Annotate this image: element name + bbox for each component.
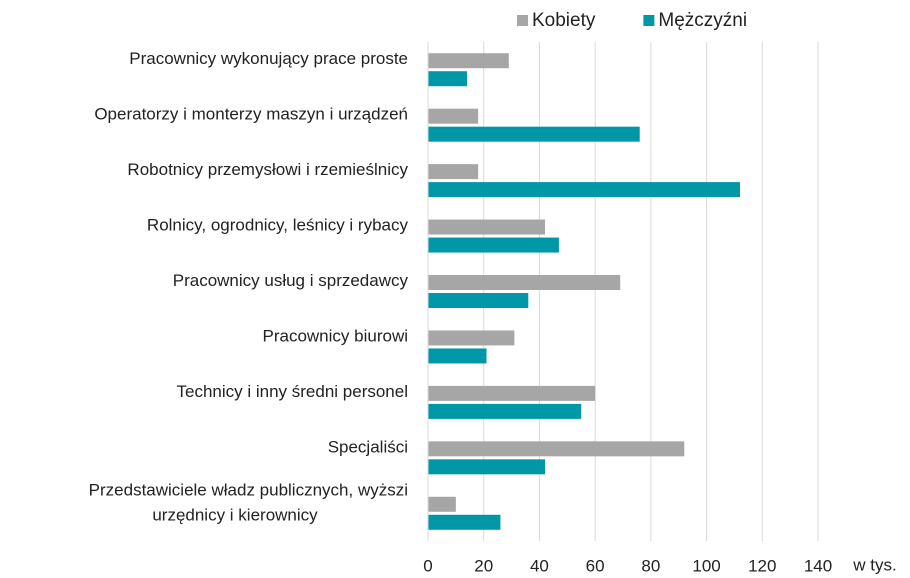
x-tick-label: 0 xyxy=(423,556,432,575)
legend-swatch xyxy=(643,15,655,26)
y-tick-label: Specjaliści xyxy=(328,437,408,456)
x-tick-label: 120 xyxy=(748,556,776,575)
y-tick-label: Robotnicy przemysłowi i rzemieślnicy xyxy=(127,160,408,179)
bar xyxy=(428,164,479,180)
x-tick-label: 100 xyxy=(692,556,720,575)
bar xyxy=(428,459,545,475)
bar xyxy=(428,53,509,69)
y-tick-label: Pracownicy usług i sprzedawcy xyxy=(173,271,409,290)
bar xyxy=(428,348,487,364)
bar xyxy=(428,275,621,290)
y-tick-label: Operatorzy i monterzy maszyn i urządzeń xyxy=(94,105,408,124)
legend-label: Kobiety xyxy=(532,10,596,31)
bar xyxy=(428,219,545,235)
y-tick-label: Pracownicy wykonujący prace proste xyxy=(129,49,408,68)
x-tick-label: 60 xyxy=(586,556,605,575)
bar xyxy=(428,237,559,253)
legend-swatch xyxy=(517,15,528,26)
y-tick-label: Pracownicy biurowi xyxy=(263,326,409,345)
bar xyxy=(428,71,467,87)
bar xyxy=(428,385,596,401)
bar xyxy=(428,441,685,457)
bar xyxy=(428,514,501,530)
bar xyxy=(428,293,529,308)
bar xyxy=(428,330,515,346)
x-tick-label: 140 xyxy=(804,556,832,575)
bar xyxy=(428,403,582,419)
x-axis-label: w tys. xyxy=(852,555,896,574)
x-tick-label: 20 xyxy=(474,556,493,575)
x-tick-label: 80 xyxy=(641,556,660,575)
bar xyxy=(428,496,456,512)
y-tick-label: Przedstawiciele władz publicznych, wyższ… xyxy=(89,481,408,525)
y-tick-label: Technicy i inny średni personel xyxy=(176,382,408,401)
legend-label: Mężczyźni xyxy=(658,10,747,31)
bar xyxy=(428,126,640,142)
bar xyxy=(428,108,479,124)
bar xyxy=(428,182,740,198)
y-tick-label: Rolnicy, ogrodnicy, leśnicy i rybacy xyxy=(147,216,409,235)
x-tick-label: 40 xyxy=(530,556,549,575)
